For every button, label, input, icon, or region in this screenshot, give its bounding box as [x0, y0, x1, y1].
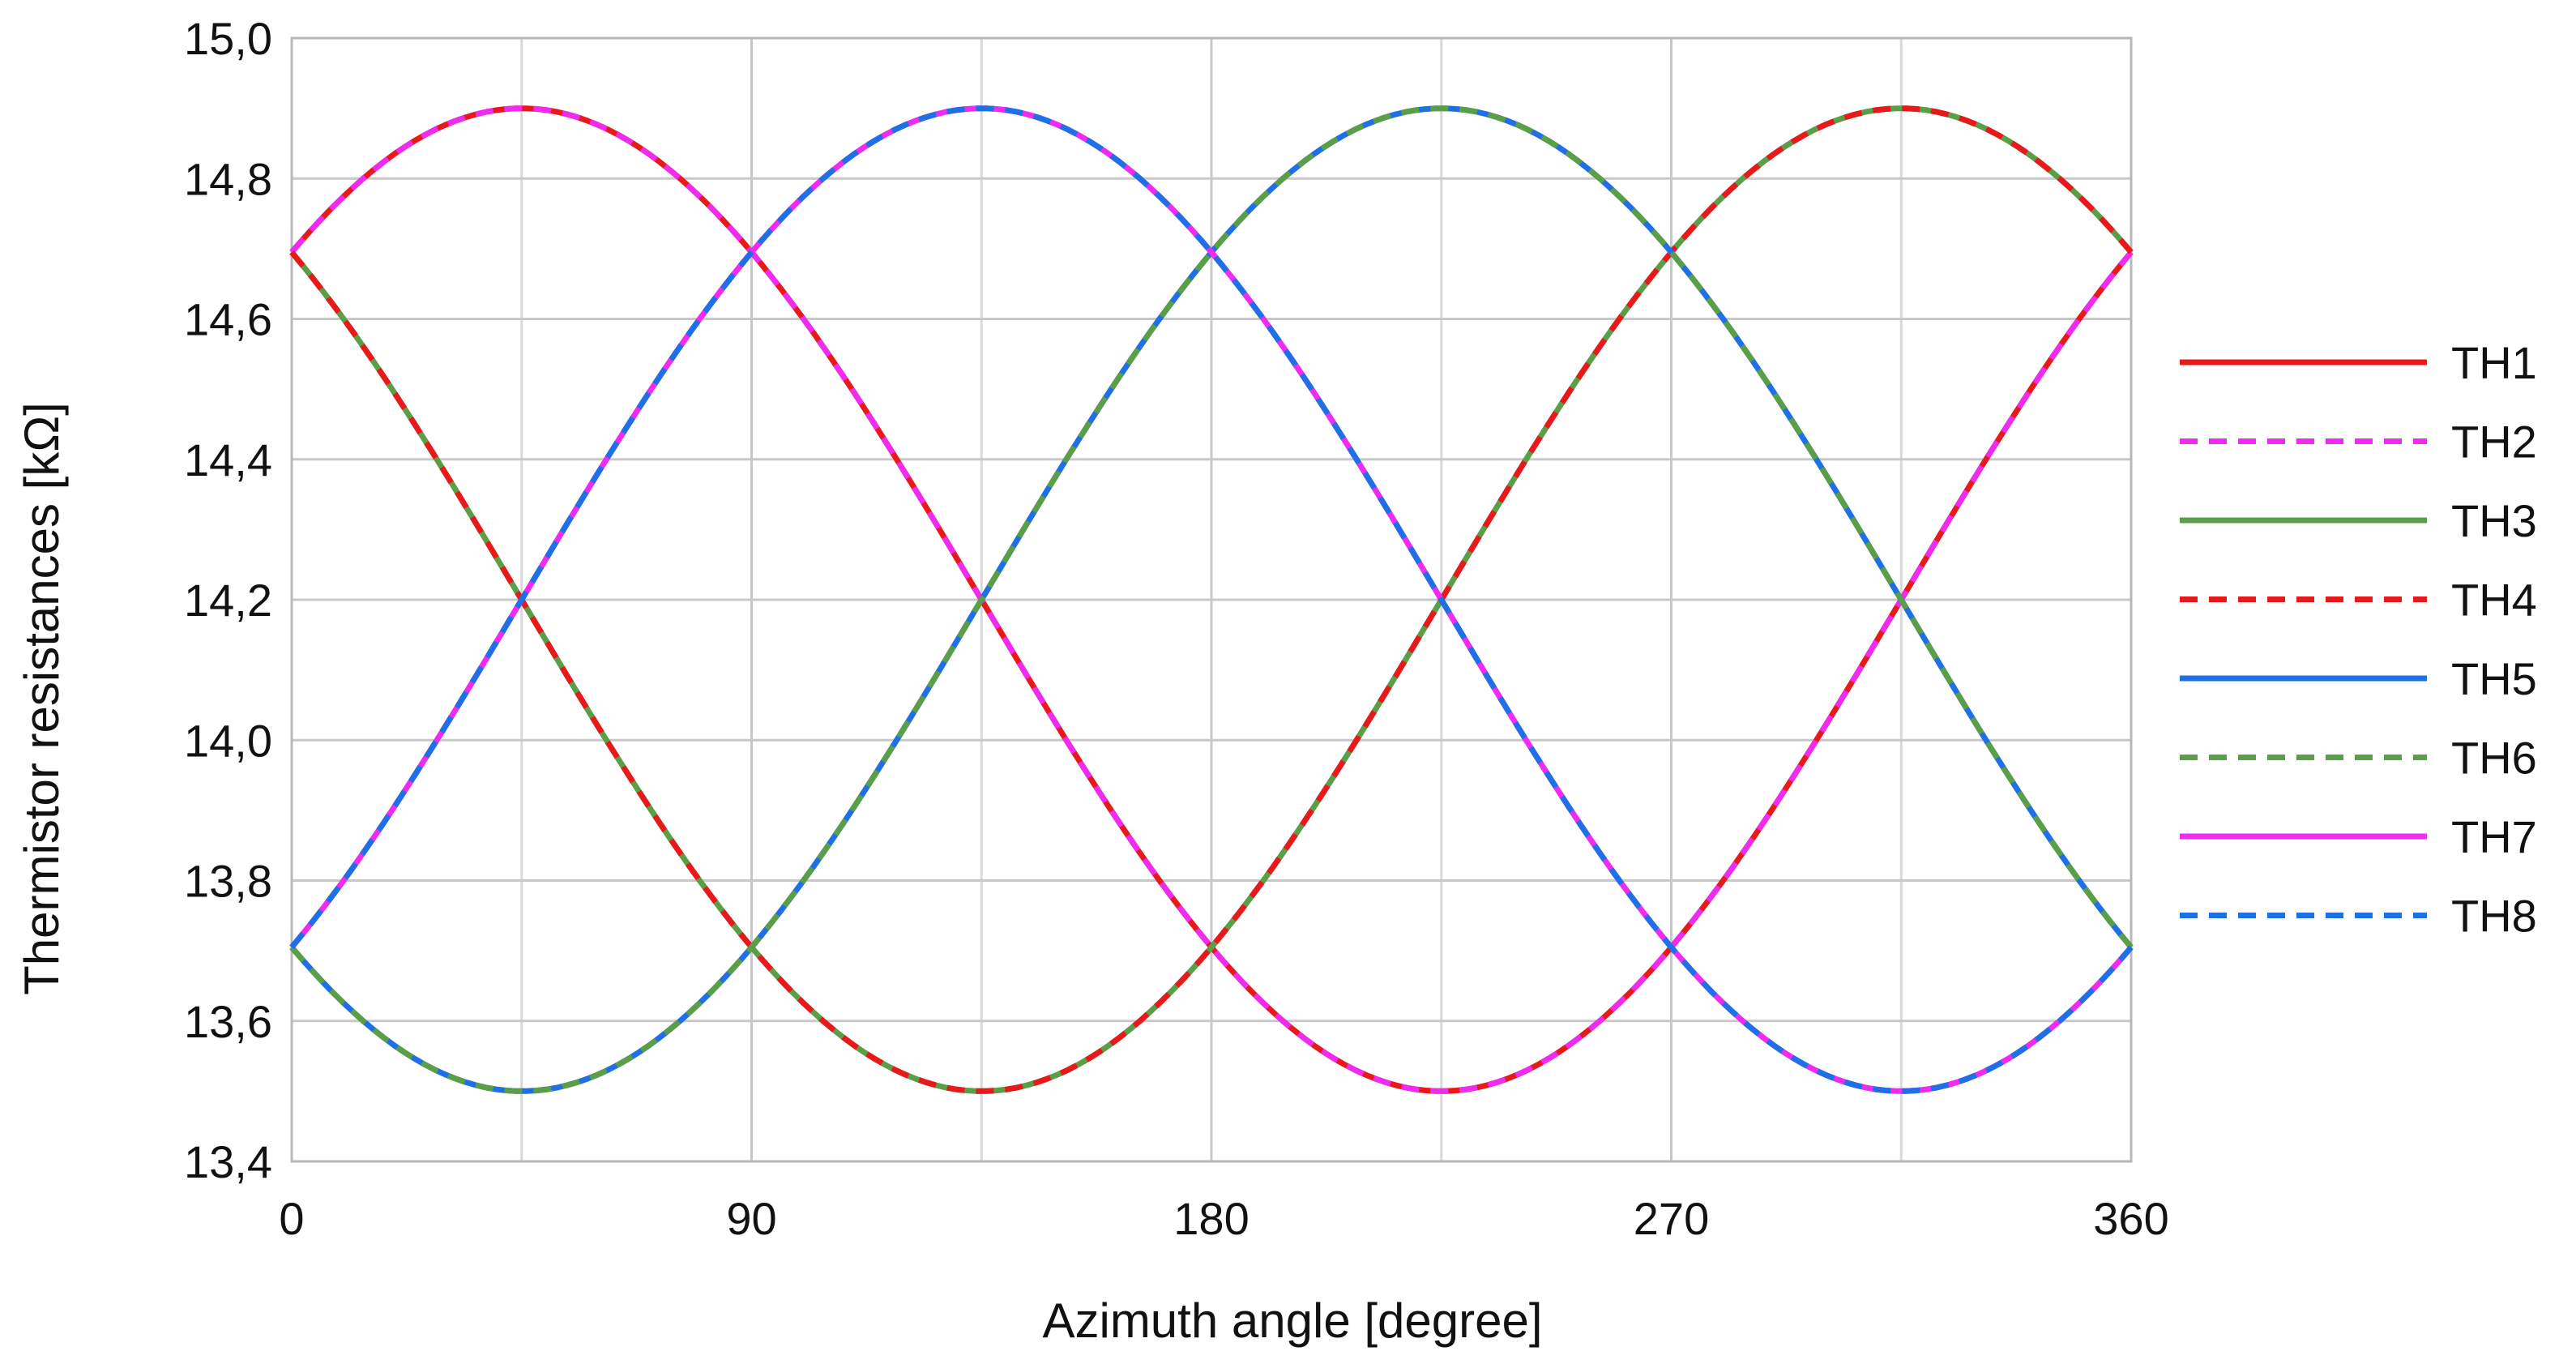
y-tick-label: 14,4: [184, 434, 272, 485]
legend: TH1 TH2 TH3 TH4 TH5 TH6 TH7 TH8: [2180, 337, 2537, 942]
x-tick-label: 0: [279, 1193, 304, 1244]
x-axis-title: Azimuth angle [degree]: [1042, 1293, 1542, 1348]
y-tick-label: 13,8: [184, 856, 272, 907]
x-tick-label: 180: [1173, 1193, 1249, 1244]
x-tick-label: 360: [2093, 1193, 2168, 1244]
legend-label-th4: TH4: [2451, 575, 2537, 626]
y-tick-label: 14,8: [184, 153, 272, 204]
plot-frame: [290, 36, 2133, 1163]
series-line-th6: [289, 105, 2134, 1094]
series-line-th2: [289, 105, 2134, 1094]
axis-layer: 13,4 13,6 13,8 14,0 14,2 14,4 14,6 14,8 15,0 0 90 1…: [184, 13, 2169, 1244]
y-tick-label: 13,6: [184, 996, 272, 1047]
x-tick-label: 270: [1634, 1193, 1709, 1244]
y-axis-title: Thermistor resistances [kΩ]: [15, 402, 69, 995]
legend-label-th6: TH6: [2451, 733, 2537, 784]
series-layer: [289, 105, 2134, 1094]
y-tick-label: 15,0: [184, 13, 272, 64]
y-tick-label: 14,6: [184, 294, 272, 345]
x-tick-label: 90: [726, 1193, 776, 1244]
legend-label-th5: TH5: [2451, 653, 2537, 704]
series-line-th4: [289, 105, 2134, 1094]
legend-label-th2: TH2: [2451, 417, 2537, 468]
legend-label-th7: TH7: [2451, 811, 2537, 862]
y-tick-label: 14,2: [184, 575, 272, 626]
legend-label-th8: TH8: [2451, 891, 2537, 942]
y-tick-label: 14,0: [184, 715, 272, 766]
grid-layer: [290, 36, 2133, 1163]
series-line-th8: [289, 105, 2134, 1094]
legend-label-th3: TH3: [2451, 495, 2537, 546]
legend-label-th1: TH1: [2451, 337, 2537, 388]
y-tick-label: 13,4: [184, 1136, 272, 1187]
